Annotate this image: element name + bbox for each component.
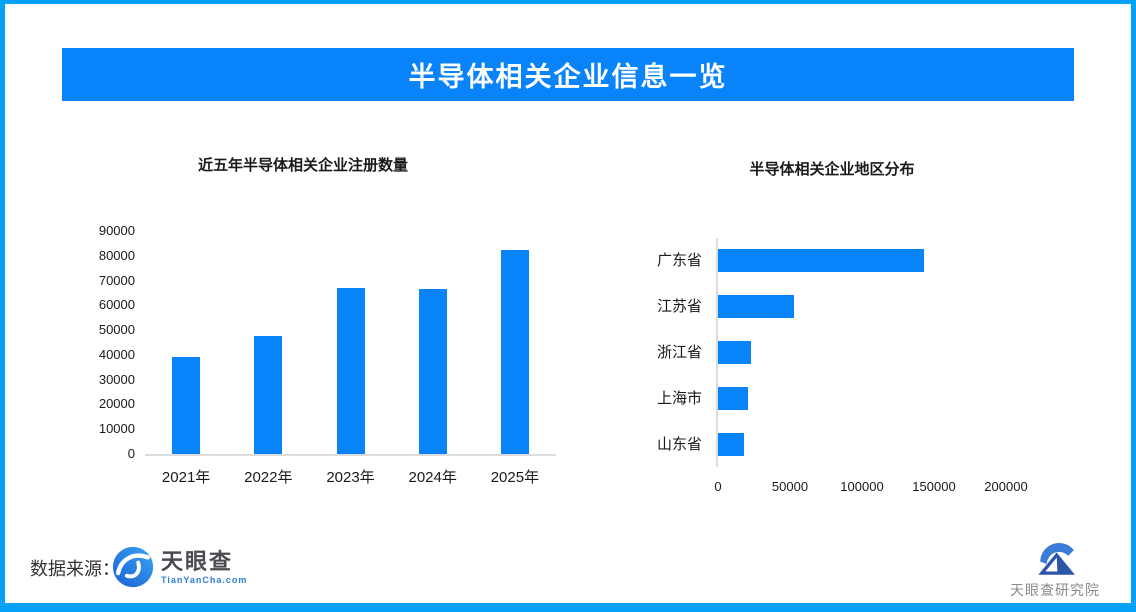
- data-source-label: 数据来源：: [30, 559, 120, 579]
- y-axis-tick-label: 10000: [98, 421, 135, 437]
- registration-bar-3: [418, 289, 447, 454]
- x-axis-tick-label: 100000: [840, 479, 884, 494]
- region-category-label: 浙江省: [656, 344, 702, 361]
- page-title-banner: 半导体相关企业信息一览: [62, 48, 1074, 101]
- registration-bar-0: [172, 357, 201, 454]
- x-axis-category-label: 2021年: [161, 469, 211, 486]
- regions-chart-title: 半导体相关企业地区分布: [749, 161, 915, 178]
- tianyancha-eye-icon: [112, 546, 154, 588]
- registration-bar-4: [500, 249, 529, 454]
- region-bar-1: [718, 295, 794, 319]
- x-axis-category-label: 2024年: [408, 469, 457, 486]
- region-bar-2: [718, 341, 752, 364]
- region-bar-3: [718, 386, 749, 410]
- y-axis-tick-label: 70000: [98, 272, 135, 288]
- y-axis-tick-label: 30000: [98, 371, 135, 387]
- x-axis-category-label: 2022年: [244, 469, 293, 486]
- registrations-plot: 0 10000 20000 30000 40000 50000 60000 70000 8000…: [99, 223, 556, 486]
- region-category-label: 山东省: [656, 435, 702, 453]
- x-axis-category-label: 2023年: [326, 469, 375, 486]
- x-axis-tick-label: 150000: [912, 479, 956, 494]
- tianyancha-logo: 天眼查 TianYanCha.com: [112, 546, 247, 588]
- regions-chart: 半导体相关企业地区分布 广东省江苏省浙江省上海市山东省 0 50000 100000 1…: [640, 161, 1080, 494]
- region-category-label: 江苏省: [656, 298, 702, 316]
- y-axis-tick-label: 90000: [98, 223, 135, 238]
- y-axis-tick-label: 20000: [98, 396, 135, 412]
- tianyancha-logo-url: TianYanCha.com: [161, 574, 248, 585]
- regions-plot: 广东省江苏省浙江省上海市山东省 0 50000 100000 150000 200000: [657, 238, 1042, 494]
- x-axis-tick-label: 0: [714, 479, 722, 494]
- x-axis-tick-label: 50000: [771, 479, 809, 494]
- page-title: 半导体相关企业信息一览: [408, 62, 728, 92]
- x-axis-category-label: 2025年: [490, 469, 540, 486]
- registrations-chart-title: 近五年半导体相关企业注册数量: [197, 157, 408, 174]
- region-category-label: 广东省: [656, 252, 702, 270]
- y-axis-tick-label: 80000: [98, 247, 135, 263]
- y-axis-tick-label: 40000: [98, 346, 135, 362]
- research-institute-icon: [1038, 542, 1075, 575]
- registrations-chart: 近五年半导体相关企业注册数量 0 10000 20000 30000 40000 5000…: [88, 157, 568, 486]
- region-category-label: 上海市: [656, 389, 702, 407]
- region-bar-0: [718, 249, 924, 273]
- tianyancha-logo-text: 天眼查 TianYanCha.com: [161, 548, 248, 585]
- registration-bar-1: [254, 336, 283, 454]
- research-institute-logo: 天眼查研究院: [1000, 537, 1110, 600]
- y-axis-tick-label: 60000: [98, 297, 135, 313]
- y-axis-tick-label: 0: [127, 446, 135, 461]
- x-axis-tick-label: 200000: [984, 479, 1028, 494]
- research-institute-name: 天眼查研究院: [1010, 582, 1100, 598]
- region-bar-4: [718, 432, 744, 456]
- registration-bar-2: [336, 288, 365, 454]
- tianyancha-logo-name: 天眼查: [161, 548, 234, 574]
- y-axis-tick-label: 50000: [98, 322, 135, 338]
